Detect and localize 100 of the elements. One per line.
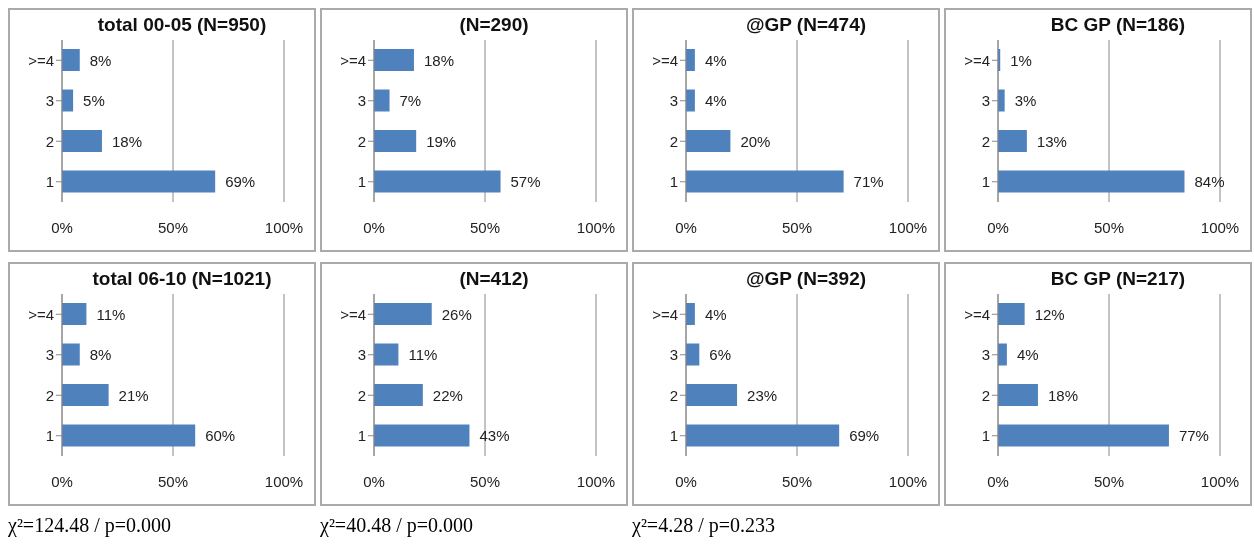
data-label: 84% bbox=[1194, 173, 1225, 190]
data-label: 4% bbox=[704, 305, 727, 323]
y-tick-label: 1 bbox=[981, 173, 990, 191]
y-tick-label: 2 bbox=[45, 132, 54, 150]
data-label: 6% bbox=[709, 346, 732, 363]
chart-title: BC GP (N=186) bbox=[1049, 14, 1187, 37]
bar bbox=[686, 89, 695, 112]
y-tick-label: 3 bbox=[357, 346, 366, 364]
bar bbox=[374, 343, 399, 366]
y-tick-label: 3 bbox=[669, 92, 678, 110]
bar bbox=[998, 384, 1038, 406]
y-tick-label: 1 bbox=[669, 173, 678, 191]
bar bbox=[374, 424, 470, 447]
data-label: 43% bbox=[479, 427, 510, 444]
y-tick-label: >=4 bbox=[28, 51, 54, 69]
y-tick-label: 2 bbox=[357, 132, 366, 150]
bar bbox=[62, 384, 109, 406]
bar bbox=[998, 130, 1027, 152]
bar bbox=[374, 130, 417, 152]
bar bbox=[686, 303, 695, 325]
y-tick-label: 2 bbox=[669, 386, 678, 404]
data-label: 57% bbox=[510, 173, 541, 190]
x-tick-label: 100% bbox=[888, 472, 928, 490]
x-tick-label: 50% bbox=[157, 218, 189, 236]
bar bbox=[686, 343, 700, 366]
bar bbox=[686, 384, 738, 406]
y-tick-label: 3 bbox=[981, 92, 990, 110]
x-tick-label: 0% bbox=[363, 218, 385, 236]
bar bbox=[62, 303, 87, 325]
data-label: 23% bbox=[747, 386, 778, 404]
y-tick-label: 3 bbox=[981, 346, 990, 364]
x-tick-label: 100% bbox=[1200, 472, 1240, 490]
bar bbox=[374, 49, 414, 71]
data-label: 3% bbox=[1014, 92, 1037, 109]
y-tick-label: 3 bbox=[45, 92, 54, 110]
y-tick-label: 1 bbox=[669, 427, 678, 445]
x-tick-label: 50% bbox=[1093, 218, 1125, 236]
x-tick-label: 50% bbox=[1093, 472, 1125, 490]
text: χ²=40.48 / p=0.000 bbox=[320, 514, 474, 537]
y-tick-label: 2 bbox=[669, 132, 678, 150]
y-tick-label: 1 bbox=[981, 427, 990, 445]
x-tick-label: 0% bbox=[363, 472, 385, 490]
y-tick-label: 3 bbox=[357, 92, 366, 110]
data-label: 11% bbox=[96, 305, 126, 323]
y-tick-label: >=4 bbox=[652, 51, 678, 69]
data-label: 18% bbox=[423, 51, 454, 69]
bar bbox=[62, 49, 80, 71]
y-tick-label: 3 bbox=[45, 346, 54, 364]
x-tick-label: 100% bbox=[888, 218, 928, 236]
bar bbox=[998, 303, 1025, 325]
chart-title: @GP (N=474) bbox=[744, 14, 868, 37]
x-tick-label: 100% bbox=[576, 218, 616, 236]
data-label: 20% bbox=[740, 132, 771, 150]
x-tick-label: 0% bbox=[51, 472, 73, 490]
chart-title: BC GP (N=217) bbox=[1049, 268, 1187, 291]
bar bbox=[686, 130, 731, 152]
data-label: 4% bbox=[1016, 346, 1039, 363]
y-tick-label: >=4 bbox=[340, 305, 366, 323]
data-label: 12% bbox=[1034, 305, 1065, 323]
text: χ²=4.28 / p=0.233 bbox=[632, 514, 776, 537]
x-tick-label: 100% bbox=[576, 472, 616, 490]
data-label: 8% bbox=[89, 346, 112, 363]
data-label: 18% bbox=[1047, 386, 1078, 404]
y-tick-label: 1 bbox=[45, 173, 54, 191]
x-tick-label: 0% bbox=[987, 472, 1009, 490]
chart-title: (N=290) bbox=[458, 14, 530, 37]
y-tick-label: 1 bbox=[45, 427, 54, 445]
bar bbox=[998, 89, 1005, 112]
bar bbox=[686, 424, 840, 447]
chart-title: @GP (N=392) bbox=[744, 268, 868, 291]
x-tick-label: 100% bbox=[1200, 218, 1240, 236]
x-tick-label: 50% bbox=[781, 218, 813, 236]
chart-title: total 06-10 (N=1021) bbox=[91, 268, 273, 291]
chart-title: total 00-05 (N=950) bbox=[96, 14, 268, 37]
bar bbox=[998, 170, 1185, 193]
bar bbox=[686, 49, 695, 71]
x-tick-label: 50% bbox=[157, 472, 189, 490]
data-label: 22% bbox=[432, 386, 463, 404]
y-tick-label: >=4 bbox=[964, 305, 990, 323]
data-label: 13% bbox=[1036, 132, 1067, 150]
data-label: 21% bbox=[118, 386, 149, 404]
data-label: 5% bbox=[83, 92, 105, 109]
bar bbox=[374, 89, 390, 112]
chart-title: (N=412) bbox=[458, 268, 530, 291]
x-tick-label: 100% bbox=[264, 472, 304, 490]
data-label: 19% bbox=[426, 132, 457, 150]
bar bbox=[998, 424, 1169, 447]
y-tick-label: >=4 bbox=[340, 51, 366, 69]
bar bbox=[62, 170, 216, 193]
data-label: 26% bbox=[441, 305, 472, 323]
bar bbox=[62, 424, 196, 447]
data-label: 18% bbox=[111, 132, 142, 150]
data-label: 1% bbox=[1010, 51, 1032, 69]
x-tick-label: 0% bbox=[675, 472, 697, 490]
bar bbox=[62, 130, 102, 152]
y-tick-label: 1 bbox=[357, 173, 366, 191]
x-tick-label: 0% bbox=[51, 218, 73, 236]
y-tick-label: 2 bbox=[357, 386, 366, 404]
data-label: 69% bbox=[225, 173, 256, 190]
data-label: 4% bbox=[704, 51, 727, 69]
